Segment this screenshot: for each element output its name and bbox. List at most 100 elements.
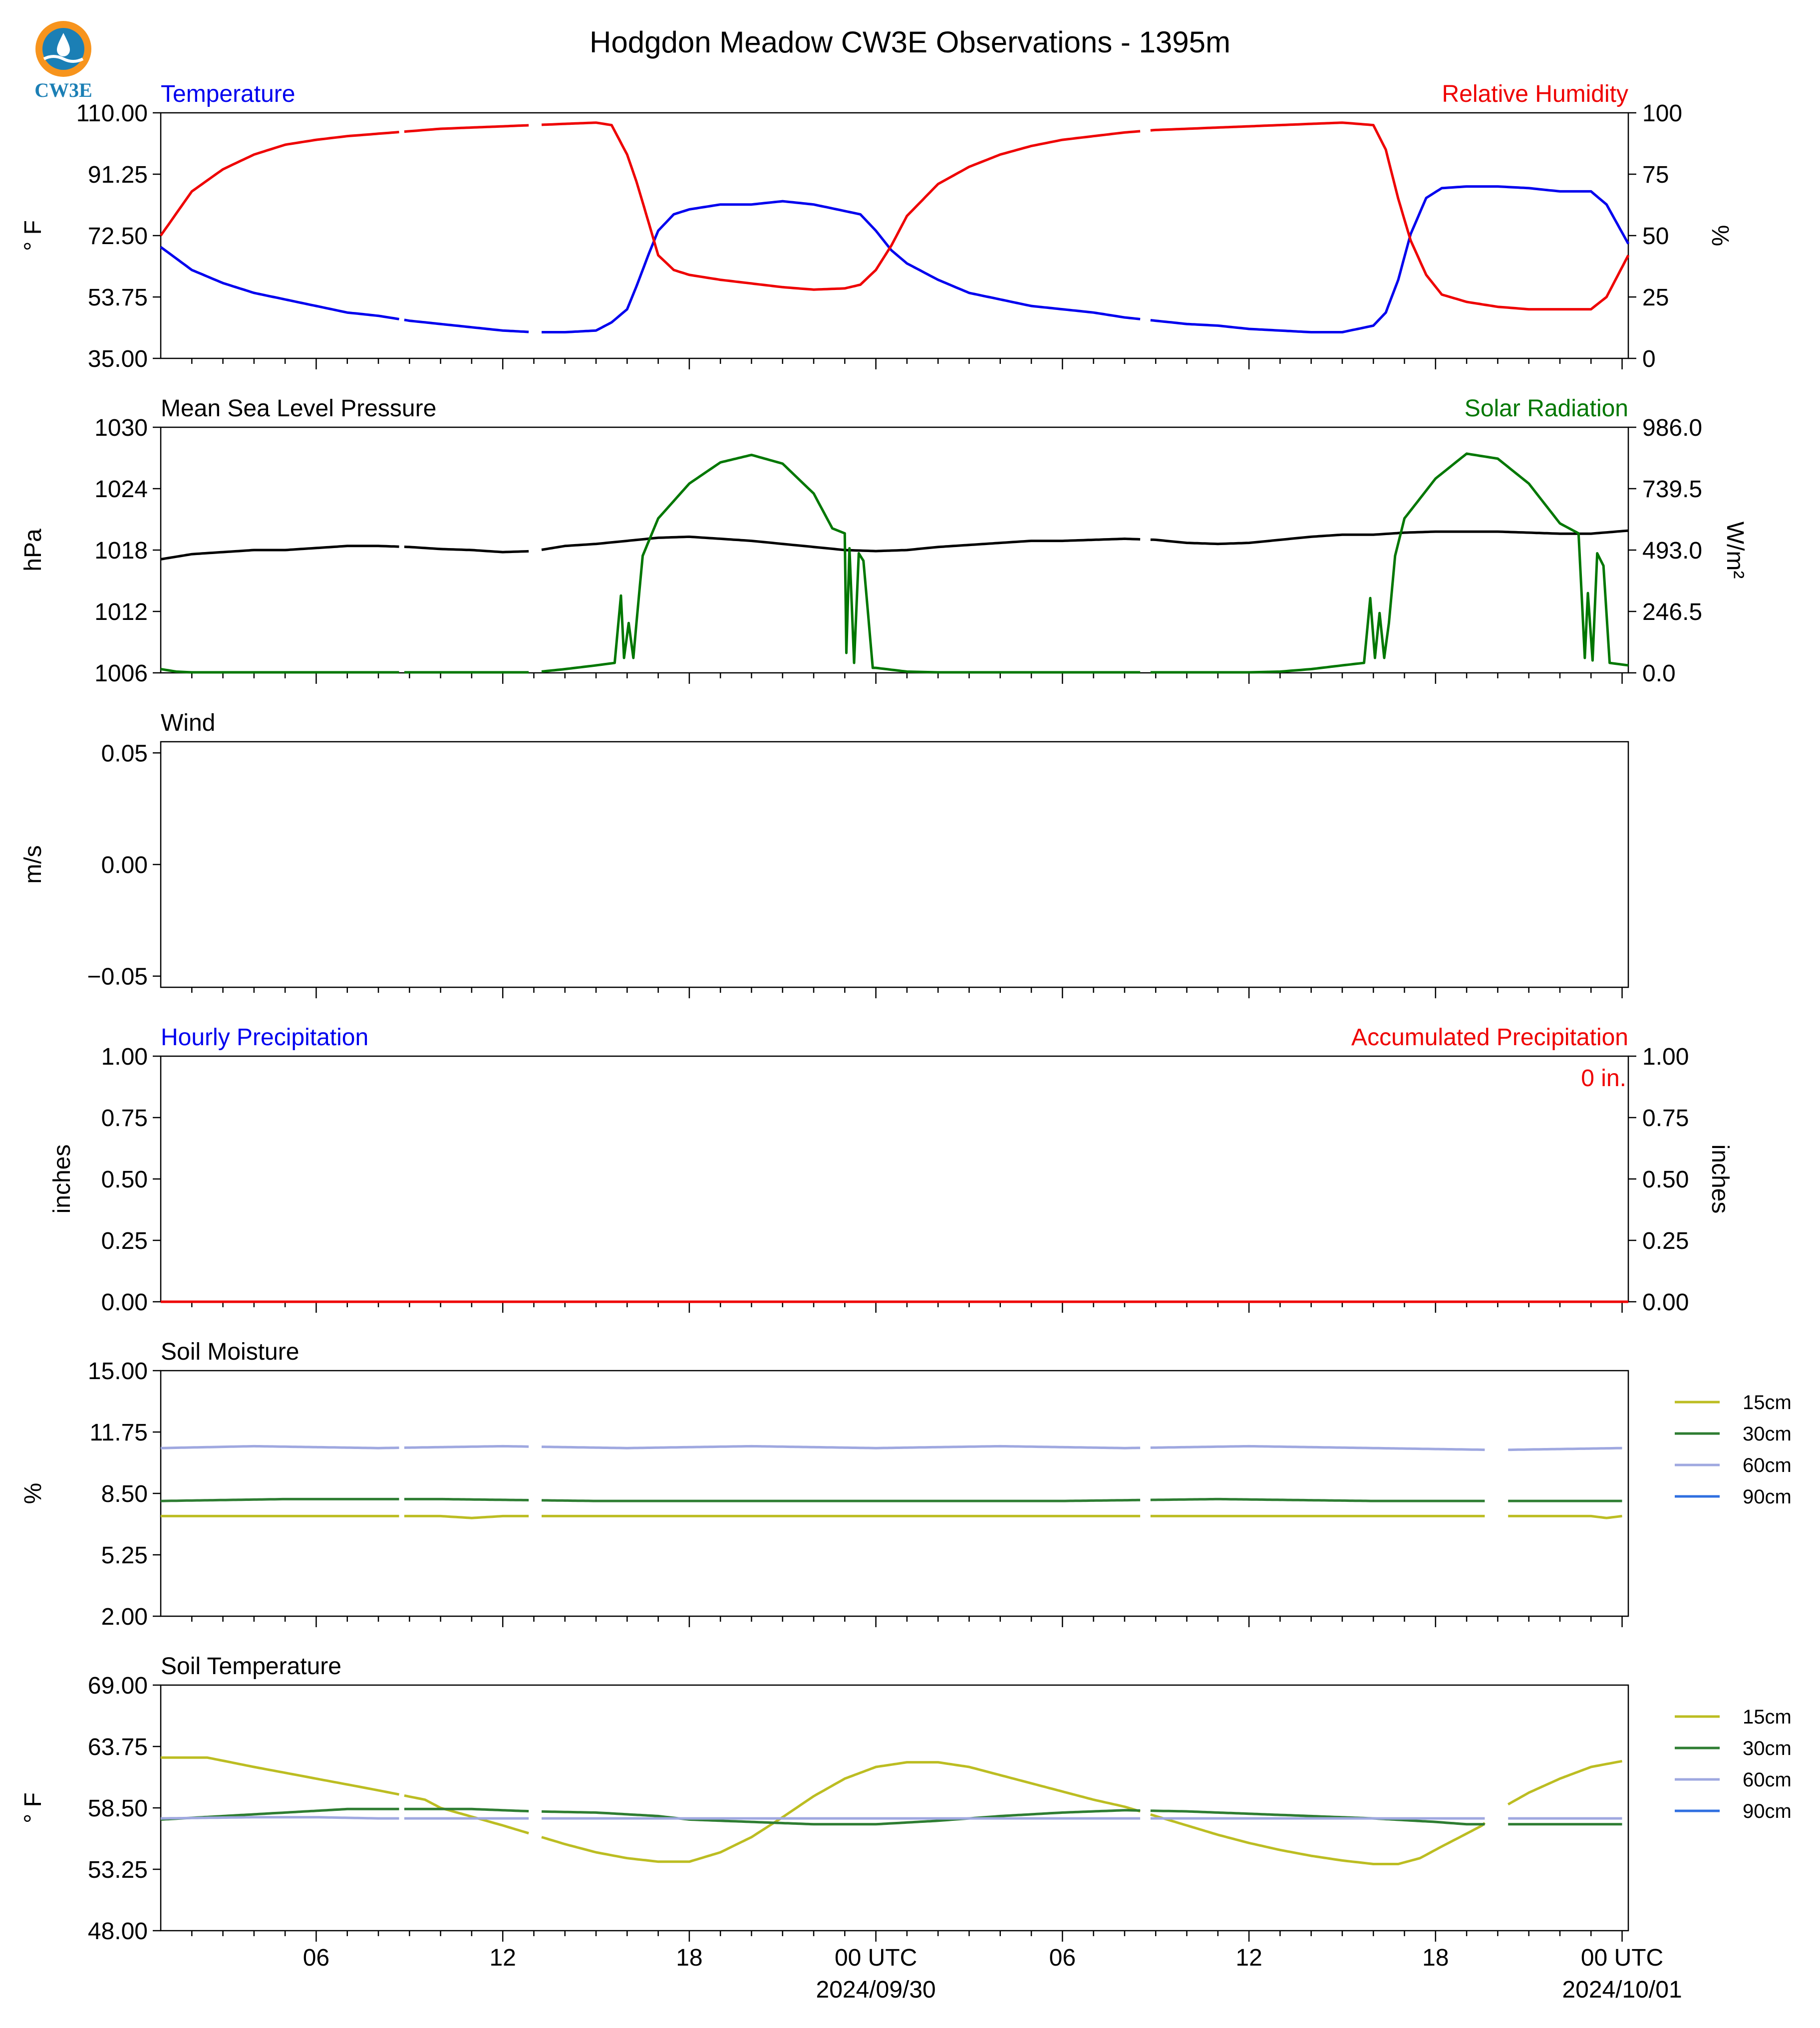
y-axis-label-right: %	[1707, 225, 1733, 247]
series-line-30cm	[541, 1498, 1141, 1502]
y-tick-label: 91.25	[88, 162, 148, 188]
panel-wind: Wind 0.05 0.00 −0.05 m/s	[20, 710, 1629, 998]
y-tick-label-right: 50	[1642, 223, 1669, 250]
series-line-solar-radiation	[160, 668, 399, 674]
legend-label: 15cm	[1743, 1392, 1792, 1414]
series-line-30cm	[404, 1497, 529, 1501]
cw3e-logo: CW3E	[34, 21, 92, 101]
series-line-30cm	[1150, 1809, 1485, 1826]
logo-drop-icon	[57, 33, 70, 56]
series-line-15cm	[541, 1761, 1141, 1863]
y-tick-label-right: 0	[1642, 346, 1656, 372]
y-axis-label-right: W/m²	[1722, 522, 1748, 579]
y-tick-label: 0.50	[101, 1166, 148, 1193]
y-tick-label-right: 986.0	[1642, 415, 1702, 441]
y-tick-label: 48.00	[88, 1918, 148, 1945]
series-line-solar-radiation	[541, 453, 1141, 674]
y-tick-label: 1030	[94, 415, 148, 441]
y-tick-label: 0.00	[101, 852, 148, 878]
x-tick-label: 00 UTC	[1581, 1945, 1663, 1971]
y-tick-label: 53.25	[88, 1857, 148, 1883]
y-tick-label-right: 493.0	[1642, 538, 1702, 564]
y-tick-label-right: 0.00	[1642, 1289, 1689, 1316]
y-tick-label: 0.00	[101, 1289, 148, 1316]
panel-title-right: Accumulated Precipitation	[1351, 1024, 1628, 1051]
y-tick-label-right: 100	[1642, 100, 1682, 127]
series-line-15cm	[1508, 1514, 1622, 1519]
panel-title-right: Solar Radiation	[1465, 395, 1628, 422]
y-tick-label: 1.00	[101, 1044, 148, 1070]
panel-title-left: Wind	[161, 710, 215, 736]
y-tick-label-right: 0.75	[1642, 1105, 1689, 1132]
series-line-15cm	[161, 1756, 400, 1796]
series-line-30cm	[1150, 1497, 1485, 1502]
y-tick-label-right: 0.0	[1642, 660, 1676, 687]
panel-temperature: Temperature Relative Humidity 110.00 91.25 7…	[20, 81, 1733, 372]
series-line-relative-humidity	[541, 121, 1141, 291]
y-tick-label: 35.00	[88, 346, 148, 372]
legend-label: 30cm	[1743, 1423, 1792, 1445]
x-tick-label: 06	[1049, 1945, 1076, 1971]
panel-hourly-precipitation: Hourly Precipitation Accumulated Precipit…	[49, 1024, 1733, 1316]
y-tick-label: 0.75	[101, 1105, 148, 1132]
series-line-temperature	[160, 246, 399, 320]
y-axis-label: hPa	[20, 529, 46, 572]
x-tick-label: 06	[303, 1945, 329, 1971]
panel-title-right: Relative Humidity	[1442, 81, 1628, 107]
series-line-mean-sea-level-pressure	[1150, 529, 1629, 546]
accumulated-total-label: 0 in.	[1581, 1065, 1626, 1092]
plot-frame	[160, 1370, 1629, 1617]
y-tick-label: 53.75	[88, 285, 148, 311]
y-tick-label: 58.50	[88, 1795, 148, 1822]
x-tick-label: 12	[489, 1945, 516, 1971]
y-axis-label: ° F	[20, 220, 46, 251]
y-tick-label: 8.50	[101, 1481, 148, 1507]
legend: 15cm 30cm 60cm 90cm	[1675, 1706, 1792, 1822]
y-tick-label-right: 75	[1642, 162, 1669, 188]
series-line-relative-humidity	[404, 124, 529, 133]
series-line-mean-sea-level-pressure	[541, 535, 1141, 553]
y-tick-label-right: 0.50	[1642, 1166, 1689, 1193]
plot-frame	[160, 741, 1629, 988]
y-tick-label-right: 739.5	[1642, 476, 1702, 503]
legend-label: 60cm	[1743, 1769, 1792, 1791]
logo-text: CW3E	[34, 79, 92, 101]
series-line-60cm	[1150, 1445, 1485, 1451]
y-tick-label: 63.75	[88, 1734, 148, 1760]
y-tick-label: 1018	[94, 538, 148, 564]
series-line-60cm	[404, 1445, 529, 1449]
y-tick-label: 72.50	[88, 223, 148, 250]
series-line-15cm	[404, 1514, 529, 1519]
y-tick-label: −0.05	[87, 964, 148, 990]
panel-mean-sea-level-pressure: Mean Sea Level Pressure Solar Radiation 10…	[20, 395, 1748, 687]
panel-title-left: Temperature	[161, 81, 295, 107]
y-tick-label: 0.25	[101, 1228, 148, 1254]
y-tick-label: 2.00	[101, 1604, 148, 1630]
series-line-mean-sea-level-pressure	[160, 545, 399, 561]
series-line-60cm	[1508, 1447, 1622, 1451]
series-line-60cm	[542, 1445, 1141, 1449]
plot-frame	[160, 1055, 1629, 1303]
series-line-30cm	[161, 1497, 399, 1502]
panel-title-left: Hourly Precipitation	[161, 1024, 368, 1051]
series-line-60cm	[160, 1816, 399, 1820]
x-tick-label: 12	[1235, 1945, 1262, 1971]
y-tick-label-right: 1.00	[1642, 1044, 1689, 1070]
y-tick-label: 110.00	[76, 100, 148, 127]
series-line-60cm	[160, 1445, 399, 1449]
logo-wave	[43, 55, 84, 63]
series-line-temperature	[1150, 185, 1630, 333]
y-tick-label: 1024	[94, 476, 148, 503]
y-tick-label: 11.75	[89, 1420, 148, 1446]
legend-label: 90cm	[1743, 1486, 1792, 1508]
figure-title: Hodgdon Meadow CW3E Observations - 1395m	[590, 25, 1230, 59]
legend-label: 90cm	[1743, 1800, 1792, 1822]
legend: 15cm 30cm 60cm 90cm	[1675, 1392, 1792, 1508]
y-tick-label-right: 0.25	[1642, 1228, 1689, 1254]
y-tick-label: 1012	[94, 599, 148, 625]
series-line-temperature	[404, 318, 529, 333]
panel-soil-moisture: Soil Moisture 15.00 11.75 8.50 5.25 2.00% 15cm…	[20, 1339, 1792, 1630]
y-tick-label: 5.25	[101, 1542, 148, 1569]
series-line-30cm	[541, 1809, 1141, 1826]
